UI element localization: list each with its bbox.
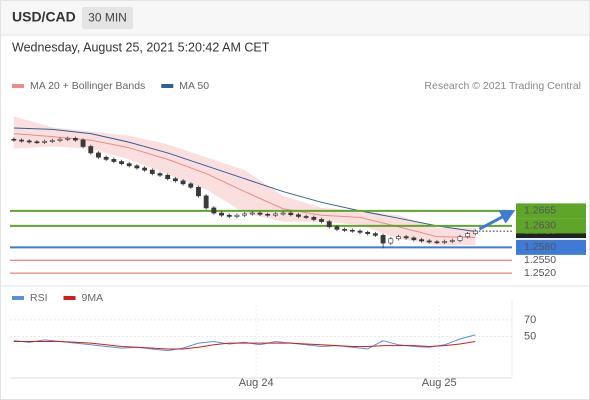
candle-body xyxy=(119,161,124,164)
candle-body xyxy=(11,138,17,141)
candle-body xyxy=(19,139,24,142)
candle-body xyxy=(134,165,140,169)
candle-body xyxy=(411,237,417,240)
candle-body xyxy=(65,138,71,140)
candle-body xyxy=(103,156,109,160)
symbol: USD/CAD xyxy=(12,9,76,25)
candle-body xyxy=(349,229,355,232)
candle-body xyxy=(203,195,209,209)
level-label: 1.2630 xyxy=(524,220,556,232)
candle-body xyxy=(196,186,201,197)
level-label: 1.2550 xyxy=(524,254,556,266)
legend-label: MA 50 xyxy=(179,80,209,92)
candle-body xyxy=(111,159,117,162)
bollinger-band xyxy=(13,116,476,246)
level-label: 1.2665 xyxy=(524,205,556,217)
candle-body xyxy=(311,217,317,220)
candle-body xyxy=(34,141,40,144)
candle-body xyxy=(165,174,171,180)
candle-body xyxy=(365,232,371,234)
timestamp: Wednesday, August 25, 2021 5:20:42 AM CE… xyxy=(12,40,270,54)
candle-body xyxy=(26,140,32,143)
candle-body xyxy=(242,213,248,216)
legend-label: MA 20 + Bollinger Bands xyxy=(30,80,145,92)
candle-body xyxy=(72,138,78,141)
candle-body xyxy=(157,173,163,176)
candle-body xyxy=(96,152,101,158)
target-arrow xyxy=(478,210,516,231)
candle-body xyxy=(357,230,363,233)
candle-body xyxy=(449,240,455,242)
candle-body xyxy=(334,226,340,230)
candle-body xyxy=(326,221,332,228)
candle-body xyxy=(126,163,132,167)
candle-body xyxy=(303,216,309,218)
candle-body xyxy=(442,241,448,243)
level-box xyxy=(516,218,586,234)
candle-body xyxy=(434,241,440,244)
ma-line xyxy=(13,127,476,232)
timeframe[interactable]: 30 MIN xyxy=(88,11,127,25)
level-label: 1.2520 xyxy=(524,267,556,279)
legend-label: RSI xyxy=(30,292,48,304)
candle-body xyxy=(272,213,278,216)
candle-body xyxy=(265,214,271,216)
candle-body xyxy=(149,169,155,174)
candle-body xyxy=(342,229,348,231)
candle-body xyxy=(211,207,217,214)
candle-body xyxy=(388,238,394,244)
x-tick-label: Aug 24 xyxy=(239,377,274,389)
candle-body xyxy=(234,214,240,217)
candle-body xyxy=(380,235,386,244)
legend-label: 9MA xyxy=(82,292,104,304)
candle-body xyxy=(249,212,255,215)
candle-body xyxy=(426,240,432,243)
candle-body xyxy=(226,214,232,217)
candle-body xyxy=(472,230,478,234)
candle-body xyxy=(296,214,301,217)
x-tick-label: Aug 25 xyxy=(422,377,457,389)
candle-body xyxy=(257,212,263,215)
level-box xyxy=(516,239,586,255)
candle-body xyxy=(49,140,55,142)
candle-body xyxy=(372,233,378,236)
candle-body xyxy=(80,139,86,147)
candle-body xyxy=(280,212,286,215)
candle-body xyxy=(88,146,94,154)
candle-body xyxy=(396,236,401,240)
source: Research © 2021 Trading Central xyxy=(424,80,581,92)
timeframe-button[interactable] xyxy=(82,7,133,29)
rsi-line xyxy=(13,334,476,352)
candle-body xyxy=(465,233,471,237)
candle-body xyxy=(42,141,48,143)
level-label: 1.2580 xyxy=(524,241,556,253)
level-box xyxy=(516,203,586,219)
candle-body xyxy=(419,239,424,242)
candle-body xyxy=(180,180,186,185)
candle-body xyxy=(457,236,463,241)
y-tick-label: 50 xyxy=(524,330,536,342)
candle-body xyxy=(172,178,178,182)
candle-body xyxy=(288,212,294,216)
candle-body xyxy=(219,212,224,216)
candle-body xyxy=(188,183,194,188)
rsi-line xyxy=(13,340,476,350)
candle-body xyxy=(57,138,63,141)
candle-body xyxy=(319,219,324,222)
y-tick-label: 70 xyxy=(524,314,536,326)
candle-body xyxy=(403,236,409,239)
candle-body xyxy=(142,167,148,171)
